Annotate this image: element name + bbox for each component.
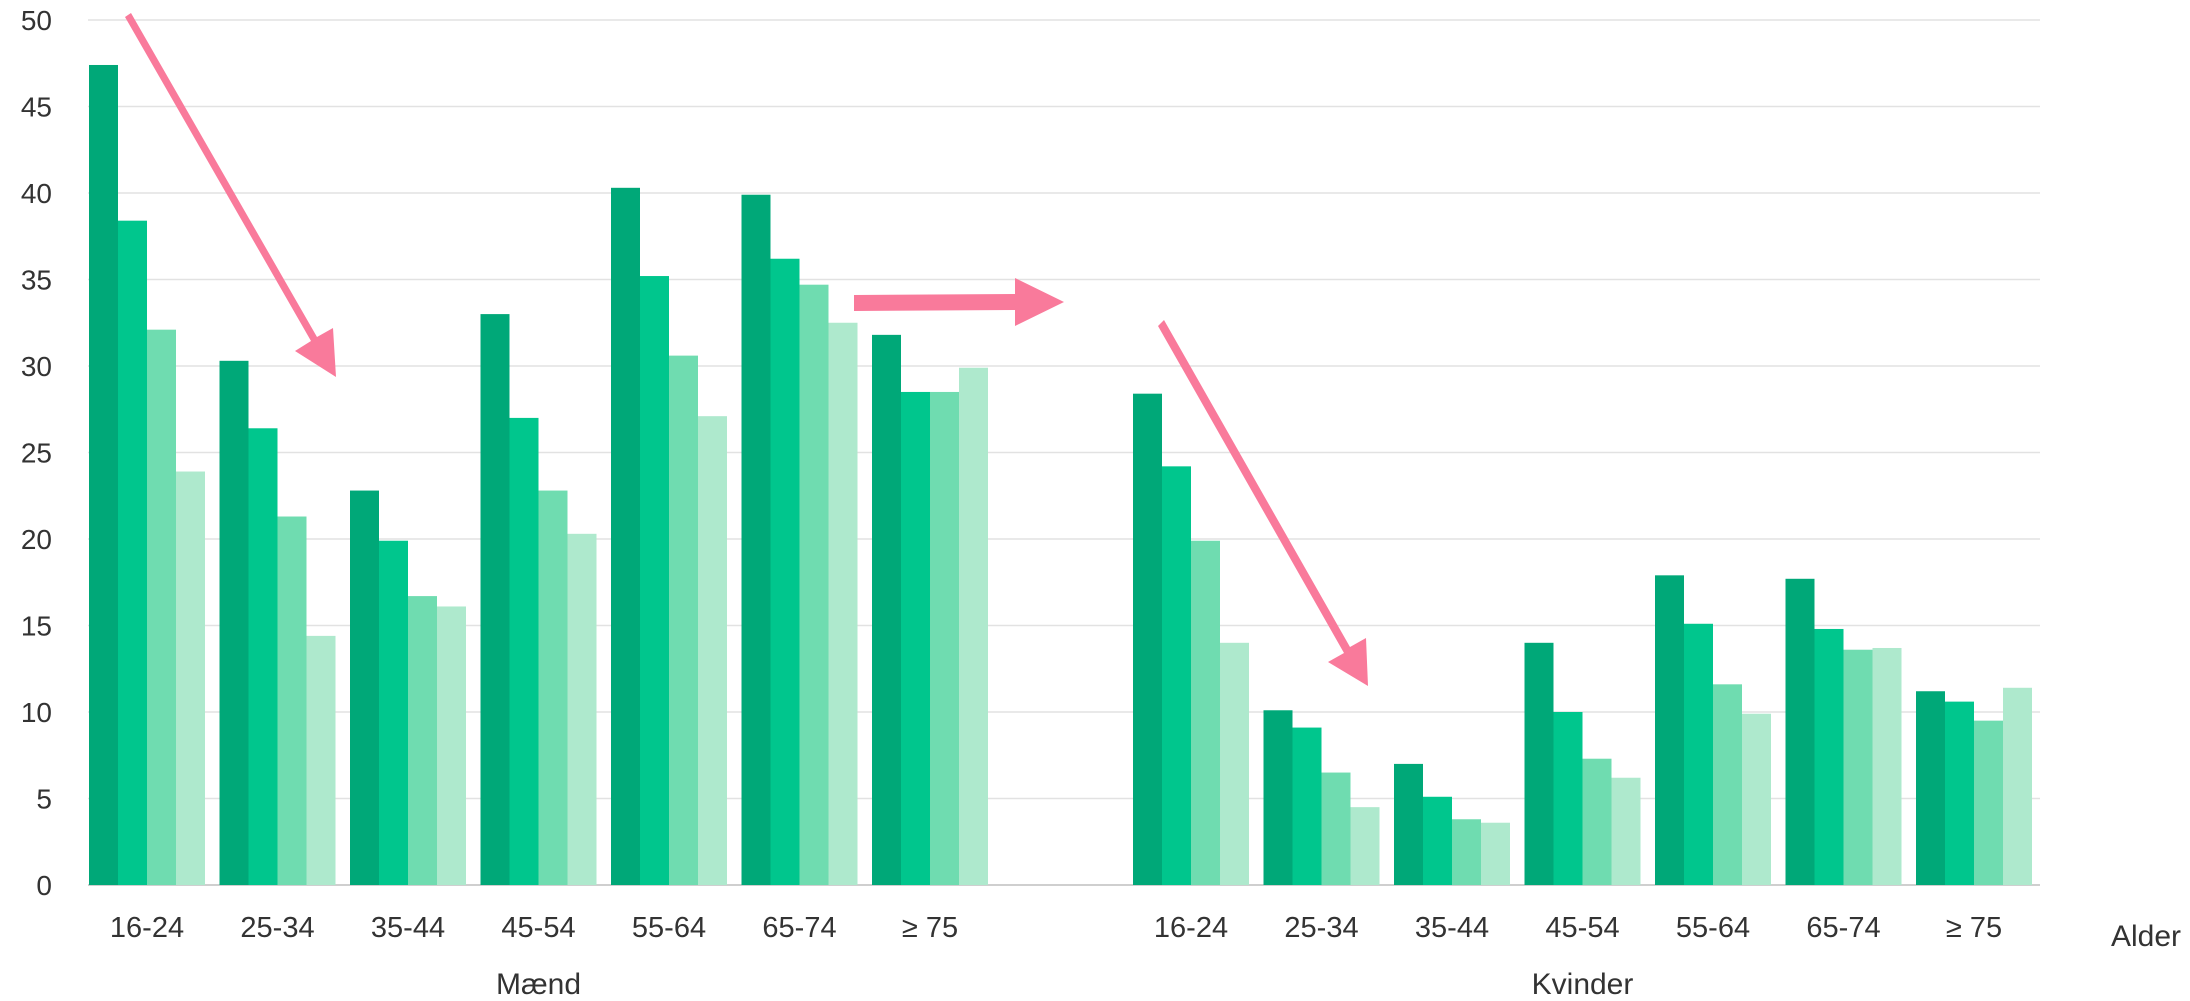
bar <box>277 516 307 885</box>
bars <box>89 64 2032 886</box>
y-tick-label: 25 <box>21 438 52 469</box>
x-axis-title: Alder <box>2111 920 2181 953</box>
y-tick-label: 5 <box>36 784 52 815</box>
bar <box>872 334 901 885</box>
x-tick-label: 45-54 <box>1545 912 1619 944</box>
bar <box>669 355 698 885</box>
x-tick-label: 25-34 <box>1284 912 1358 944</box>
x-tick-label: 65-74 <box>1806 912 1880 944</box>
bar <box>1872 647 1902 885</box>
y-tick-label: 0 <box>36 870 52 901</box>
x-tick-label: 35-44 <box>371 912 445 944</box>
transition-arrow <box>854 278 1064 326</box>
bar <box>741 194 771 886</box>
y-tick-label: 40 <box>21 178 52 209</box>
bar <box>437 606 466 885</box>
bar <box>1785 578 1815 885</box>
x-tick-label: 35-44 <box>1415 912 1489 944</box>
bar <box>1713 684 1742 885</box>
bar <box>1263 710 1293 885</box>
y-tick-label: 30 <box>21 351 52 382</box>
bar <box>1655 575 1684 885</box>
bar <box>1452 819 1481 885</box>
bar <box>1611 777 1641 885</box>
bar <box>1553 712 1583 885</box>
bar <box>509 417 539 885</box>
bar <box>1292 727 1322 885</box>
x-tick-label: ≥ 75 <box>902 912 958 944</box>
trend-arrow-men <box>125 13 336 377</box>
bar <box>640 276 669 885</box>
x-tick-label: 55-64 <box>1676 912 1750 944</box>
bar <box>1742 713 1771 885</box>
annotation-arrows <box>125 13 1368 686</box>
bar <box>1133 393 1162 885</box>
bar <box>698 416 727 885</box>
bar <box>1916 691 1945 885</box>
bar <box>1582 758 1612 885</box>
bar <box>1974 720 2003 885</box>
bar <box>1350 807 1380 885</box>
bar <box>567 533 597 885</box>
x-tick-label: 45-54 <box>501 912 575 944</box>
bar <box>901 391 930 885</box>
y-tick-label: 20 <box>21 524 52 555</box>
bar <box>1220 642 1249 885</box>
bar <box>176 471 205 885</box>
y-tick-label: 50 <box>21 5 52 36</box>
bar <box>1945 701 1974 885</box>
bar <box>1684 623 1713 885</box>
bar <box>1481 822 1510 885</box>
bar <box>538 490 568 885</box>
bar <box>828 322 858 885</box>
bar <box>1394 763 1423 885</box>
bar <box>248 428 278 885</box>
bar <box>930 391 959 885</box>
trend-arrow-women <box>1158 320 1368 686</box>
bar <box>2003 687 2032 885</box>
bar <box>1423 796 1452 885</box>
x-tick-label: 65-74 <box>762 912 836 944</box>
x-tick-label: 25-34 <box>240 912 314 944</box>
bar <box>350 490 379 885</box>
bar <box>770 258 800 885</box>
bar <box>959 367 988 886</box>
bar <box>480 314 510 886</box>
x-axis-labels: 16-24 25-34 35-44 45-54 55-64 65-74 ≥ 75 Mænd 16… <box>110 912 2002 1001</box>
bar <box>1814 628 1844 885</box>
bar <box>611 187 640 885</box>
bar <box>219 360 249 885</box>
group-label: Mænd <box>496 968 581 1001</box>
bar <box>147 329 176 885</box>
bar <box>89 64 118 886</box>
bar <box>306 635 336 885</box>
bar <box>1162 466 1191 885</box>
x-tick-label: ≥ 75 <box>1946 912 2002 944</box>
bar <box>1843 649 1873 885</box>
x-tick-label: 16-24 <box>110 912 184 944</box>
y-tick-label: 45 <box>21 92 52 123</box>
y-tick-label: 10 <box>21 697 52 728</box>
bar <box>1524 642 1554 885</box>
bar <box>1321 772 1351 885</box>
x-tick-label: 16-24 <box>1154 912 1228 944</box>
bar <box>118 220 147 885</box>
bar <box>799 284 829 885</box>
bar <box>379 540 408 885</box>
y-axis-ticks: 0 5 10 15 20 25 30 35 40 45 50 <box>21 5 52 901</box>
group-label: Kvinder <box>1532 968 1634 1001</box>
y-tick-label: 35 <box>21 265 52 296</box>
bar <box>1191 540 1220 885</box>
x-tick-label: 55-64 <box>632 912 706 944</box>
y-tick-label: 15 <box>21 611 52 642</box>
bar <box>408 596 437 885</box>
